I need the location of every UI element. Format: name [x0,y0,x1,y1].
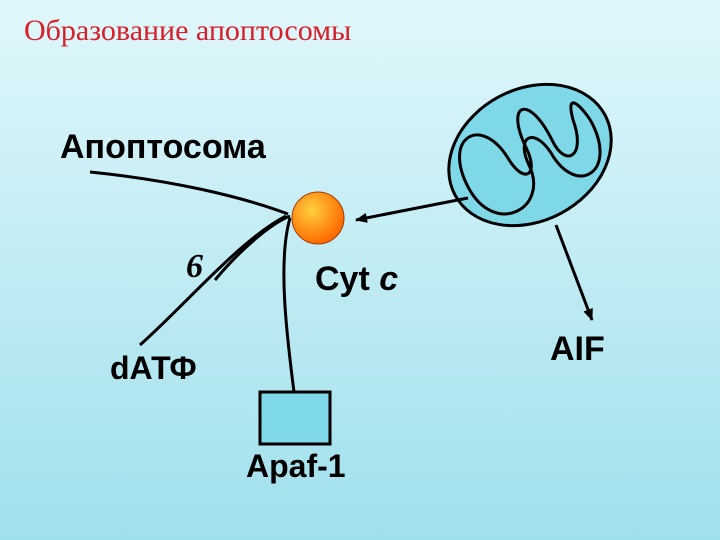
diagram-stage: Образование апоптосомы Апоптосома 6 Cyt … [0,0,720,540]
label-apoptosoma: Апоптосома [60,128,266,167]
label-cytc-part1: Cyt [315,260,379,298]
apaf1-box [260,392,330,444]
cytochrome-c-circle [292,192,344,244]
label-cytc: Cyt c [315,260,398,299]
title-text: Образование апоптосомы [24,14,351,48]
label-apaf1: Apaf-1 [246,448,346,485]
label-aif: AIF [550,330,605,369]
label-cytc-italic: c [379,260,398,298]
label-datp: dАТФ [110,350,197,387]
label-six: 6 [186,248,203,286]
